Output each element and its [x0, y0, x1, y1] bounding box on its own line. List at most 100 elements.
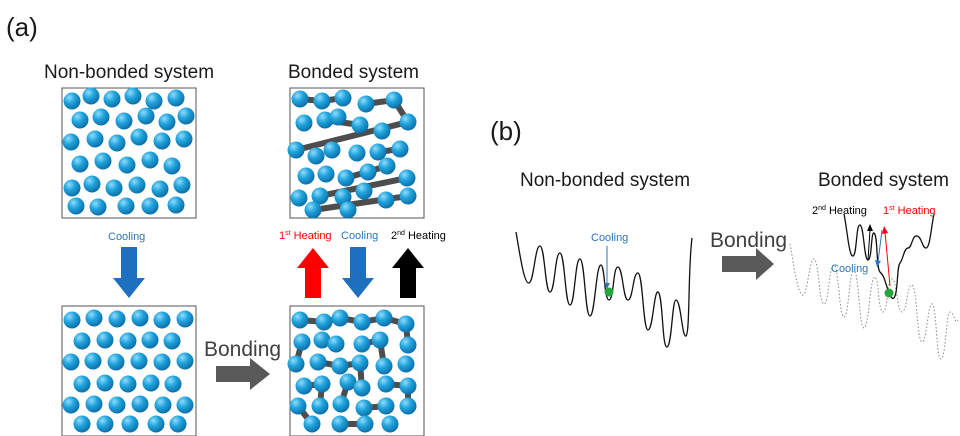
- nonbonded-cooled-sphere: [141, 331, 159, 349]
- bonded-hot-sphere: [359, 163, 377, 181]
- bonded-cooled-sphere: [399, 397, 417, 415]
- panel-b-title-nonbonded: Non-bonded system: [520, 170, 690, 191]
- nonbonded-hot-sphere: [115, 112, 133, 130]
- nonbonded-cooled-sphere: [96, 374, 114, 392]
- nonbonded-cooled-sphere: [108, 396, 126, 414]
- bonded-hot-sphere: [348, 144, 366, 162]
- bonded-cooled-sphere: [291, 311, 309, 329]
- nonbonded-hot-sphere: [83, 175, 101, 193]
- cooling-arrowhead-b: [604, 283, 610, 289]
- nonbonded-cooled-sphere: [153, 353, 171, 371]
- bonded-cooled-sphere: [295, 377, 313, 395]
- bonded-hot-sphere: [334, 89, 352, 107]
- cooling-label-b2: Cooling: [831, 263, 868, 275]
- heat1-label-b: 1st Heating: [883, 205, 936, 217]
- bonded-cooled-sphere: [397, 355, 415, 373]
- nonbonded-cooled-sphere: [84, 352, 102, 370]
- nonbonded-hot-sphere: [167, 196, 185, 214]
- bonded-cooled-sphere: [356, 415, 374, 433]
- bonded-cooled-sphere: [399, 336, 417, 354]
- nonbonded-hot-sphere: [94, 152, 112, 170]
- bonded-cooled-sphere: [351, 354, 369, 372]
- bonded-hot-sphere: [317, 165, 335, 183]
- bonded-hot-sphere: [323, 141, 341, 159]
- bonding-label-a: Bonding: [204, 338, 281, 361]
- cooling-arrow-b2: [877, 229, 883, 263]
- bonded-cooled-sphere: [287, 355, 305, 373]
- bonded-hot-sphere: [291, 90, 309, 108]
- cooling-arrowhead-b2: [875, 260, 881, 267]
- bonded-hot-sphere: [369, 143, 387, 161]
- bonded-cooled-sphere: [355, 399, 373, 417]
- bonded-hot-sphere: [316, 111, 334, 129]
- nonbonded-hot-sphere: [118, 156, 136, 174]
- bonded-hot-sphere: [398, 169, 416, 187]
- nonbonded-cooled-sphere: [119, 332, 137, 350]
- nonbonded-hot-sphere: [71, 111, 89, 129]
- bonded-cooled-sphere: [303, 415, 321, 433]
- bonded-cooled-sphere: [315, 313, 333, 331]
- nonbonded-hot-sphere: [86, 130, 104, 148]
- bonded-hot-sphere: [287, 141, 305, 159]
- bonded-cooled-sphere: [313, 331, 331, 349]
- bonded-cooled-sphere: [313, 375, 331, 393]
- nonbonded-cooled-sphere: [121, 415, 139, 433]
- bonded-hot-sphere: [351, 116, 369, 134]
- cooling-label-a: Cooling: [108, 231, 145, 243]
- nonbonded-hot-sphere: [141, 197, 159, 215]
- nonbonded-hot-sphere: [89, 198, 107, 216]
- heat2-arrowhead-b: [867, 224, 873, 231]
- heat1-arrow-b: [884, 231, 891, 287]
- nonbonded-cooled-sphere: [63, 311, 81, 329]
- nonbonded-hot-sphere: [128, 176, 146, 194]
- nonbonded-cooled-sphere: [176, 352, 194, 370]
- nonbonded-hot-sphere: [173, 176, 191, 194]
- bonded-hot-sphere: [295, 114, 313, 132]
- bonded-hot-bond: [295, 119, 409, 153]
- nonbonded-cooled-sphere: [85, 395, 103, 413]
- bonded-cooled-sphere: [399, 377, 417, 395]
- nonbonded-hot-sphere: [71, 155, 89, 173]
- panel-a-label: (a): [6, 12, 38, 42]
- nonbonded-hot-sphere: [117, 197, 135, 215]
- cooling-label-a2: Cooling: [341, 230, 378, 242]
- nonbonded-hot-sphere: [177, 107, 195, 125]
- nonbonded-cooled-sphere: [154, 396, 172, 414]
- bonded-cooled-sphere: [353, 313, 371, 331]
- bonded-cooled-sphere: [339, 373, 357, 391]
- cooling-arrow-a: [113, 247, 145, 298]
- nonbonded-cooled-sphere: [153, 311, 171, 329]
- state-dot-nonbonded: [604, 287, 614, 297]
- bonded-cooled-sphere: [397, 315, 415, 333]
- bonded-cooled-sphere: [377, 397, 395, 415]
- bonded-cooled-sphere: [331, 309, 349, 327]
- bonded-cooled-sphere: [331, 357, 349, 375]
- bonding-label-b: Bonding: [710, 229, 787, 252]
- bonded-cooled-sphere: [353, 335, 371, 353]
- nonbonded-hot-sphere: [63, 92, 81, 110]
- nonbonded-cooled-sphere: [169, 415, 187, 433]
- bonded-hot-sphere: [297, 167, 315, 185]
- bonded-cooled-sphere: [381, 415, 399, 433]
- bonded-hot-sphere: [377, 191, 395, 209]
- nonbonded-hot-sphere: [108, 134, 126, 152]
- box-nonbonded-cooled: [61, 305, 197, 436]
- nonbonded-hot-sphere: [163, 157, 181, 175]
- heat1-arrow-a: [297, 248, 329, 298]
- nonbonded-hot-sphere: [137, 107, 155, 125]
- heat2-label-a: 2nd Heating: [391, 230, 446, 242]
- bonded-cooled-sphere: [331, 415, 349, 433]
- bonded-hot-sphere: [373, 122, 391, 140]
- bonding-arrow-b: [722, 248, 774, 280]
- box-nonbonded-hot: [61, 87, 197, 219]
- bonded-cooled-sphere: [371, 331, 389, 349]
- bonded-hot-sphere: [385, 91, 403, 109]
- panel-b-title-bonded: Bonded system: [818, 170, 949, 191]
- bonded-hot-sphere: [339, 201, 357, 219]
- state-dot-bonded: [884, 288, 894, 298]
- bonded-hot-sphere: [399, 113, 417, 131]
- nonbonded-hot-sphere: [151, 180, 169, 198]
- nonbonded-hot-sphere: [130, 128, 148, 146]
- heat2-arrow-b: [867, 229, 871, 261]
